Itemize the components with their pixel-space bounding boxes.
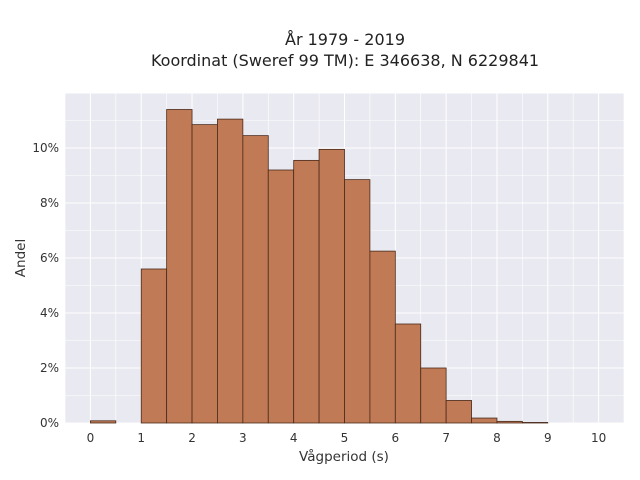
x-axis-label: Vågperiod (s) (299, 448, 389, 465)
histogram-bar (445, 400, 472, 424)
histogram-bar (242, 135, 269, 424)
histogram-bar (90, 420, 117, 424)
chart-title-line-2: Koordinat (Sweref 99 TM): E 346638, N 62… (151, 51, 539, 70)
y-tick-label: 2% (40, 361, 59, 375)
x-tick-label: 8 (493, 431, 501, 445)
histogram-bar (191, 124, 218, 424)
chart-title-line-1: År 1979 - 2019 (285, 30, 405, 49)
histogram-bar (420, 367, 447, 424)
x-tick-label: 4 (290, 431, 298, 445)
y-tick-label: 8% (40, 196, 59, 210)
y-tick-label: 6% (40, 251, 59, 265)
y-axis-label: Andel (13, 239, 29, 277)
histogram-bar (471, 417, 498, 424)
histogram-bar (369, 250, 396, 424)
x-tick-label: 9 (544, 431, 552, 445)
histogram-bar (344, 179, 371, 424)
histogram-bar (496, 420, 523, 424)
y-axis-ticks: 0% 2% 4% 6% 8% 10% (32, 141, 59, 430)
histogram-bar (521, 422, 549, 424)
y-tick-label: 10% (32, 141, 59, 155)
x-tick-label: 10 (591, 431, 606, 445)
histogram-bar (140, 268, 168, 424)
x-tick-label: 7 (442, 431, 450, 445)
x-tick-label: 0 (87, 431, 95, 445)
x-tick-label: 2 (188, 431, 196, 445)
histogram-bar (293, 159, 320, 424)
x-axis-ticks: 0 1 2 3 4 5 6 7 8 9 10 (87, 431, 607, 445)
histogram-bar (166, 109, 193, 424)
x-tick-label: 3 (239, 431, 247, 445)
histogram-bar (318, 148, 345, 424)
x-tick-label: 5 (341, 431, 349, 445)
histogram-bars (90, 109, 549, 424)
histogram-bar (394, 323, 422, 424)
y-tick-label: 0% (40, 416, 59, 430)
x-tick-label: 1 (137, 431, 145, 445)
x-tick-label: 6 (391, 431, 399, 445)
histogram-bar (267, 169, 295, 424)
histogram-bar (217, 118, 244, 424)
y-tick-label: 4% (40, 306, 59, 320)
